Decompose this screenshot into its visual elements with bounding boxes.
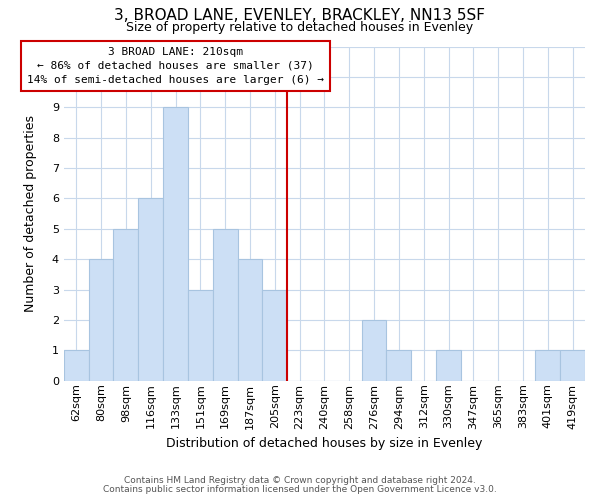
Y-axis label: Number of detached properties: Number of detached properties <box>23 115 37 312</box>
Text: 3 BROAD LANE: 210sqm
← 86% of detached houses are smaller (37)
14% of semi-detac: 3 BROAD LANE: 210sqm ← 86% of detached h… <box>27 46 324 86</box>
Bar <box>535 350 560 381</box>
Bar <box>139 198 163 381</box>
Bar <box>362 320 386 381</box>
Bar <box>89 259 113 381</box>
Text: Size of property relative to detached houses in Evenley: Size of property relative to detached ho… <box>127 21 473 34</box>
Bar <box>188 290 213 381</box>
Bar <box>386 350 411 381</box>
X-axis label: Distribution of detached houses by size in Evenley: Distribution of detached houses by size … <box>166 437 482 450</box>
Bar <box>238 259 262 381</box>
Bar <box>113 229 139 381</box>
Bar <box>560 350 585 381</box>
Bar <box>163 108 188 381</box>
Bar <box>262 290 287 381</box>
Bar <box>64 350 89 381</box>
Text: 3, BROAD LANE, EVENLEY, BRACKLEY, NN13 5SF: 3, BROAD LANE, EVENLEY, BRACKLEY, NN13 5… <box>115 8 485 22</box>
Text: Contains HM Land Registry data © Crown copyright and database right 2024.: Contains HM Land Registry data © Crown c… <box>124 476 476 485</box>
Bar <box>436 350 461 381</box>
Text: Contains public sector information licensed under the Open Government Licence v3: Contains public sector information licen… <box>103 485 497 494</box>
Bar <box>213 229 238 381</box>
